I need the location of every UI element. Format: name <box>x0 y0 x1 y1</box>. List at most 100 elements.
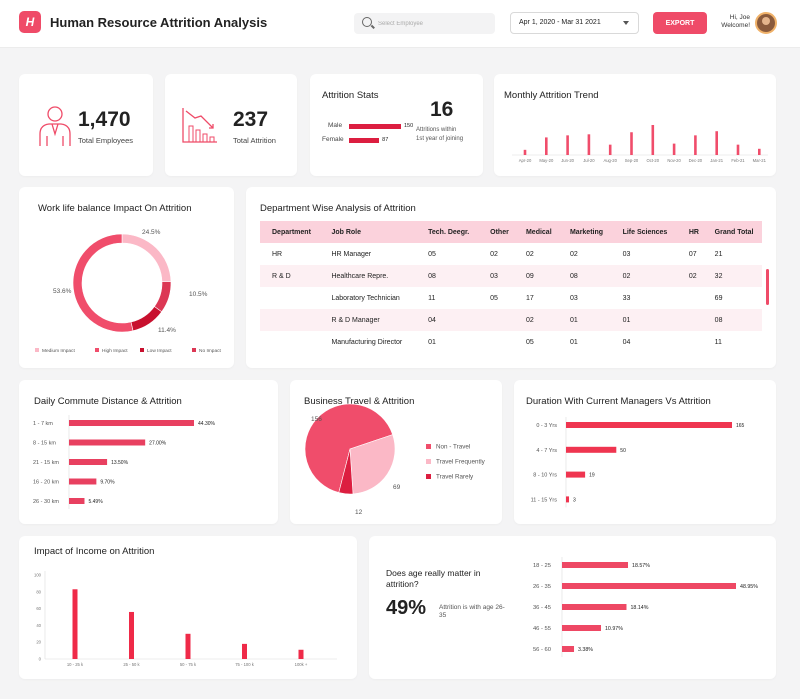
table-cell: 69 <box>714 294 723 302</box>
table-cell <box>260 309 320 331</box>
category-label: 1 - 7 km <box>33 421 53 427</box>
table-cell: 05 <box>525 338 534 346</box>
bar <box>562 604 627 610</box>
pie-value-label: 12 <box>355 509 363 516</box>
trend-tick-label: Mar-21 <box>753 158 767 163</box>
legend-label: Low Impact <box>147 348 172 354</box>
legend-swatch <box>426 444 431 449</box>
table-cell: Manufacturing Director <box>331 338 403 346</box>
category-label: 18 - 25 <box>533 563 551 569</box>
travel-title: Business Travel & Attrition <box>304 396 415 407</box>
legend-swatch <box>426 459 431 464</box>
income-card: Impact of Income on Attrition 0 20 40 60 80 1… <box>19 536 357 679</box>
bar <box>566 496 570 503</box>
bar-value-label: 48.95% <box>740 584 758 590</box>
managers-title: Duration With Current Managers Vs Attrit… <box>526 396 711 407</box>
commute-card: Daily Commute Distance & Attrition 1 - 7… <box>19 380 278 524</box>
column-header[interactable]: Job Role <box>319 221 417 243</box>
trend-tick-label: Jun-20 <box>561 158 574 163</box>
female-label: Female <box>322 136 344 143</box>
table-cell: 32 <box>702 265 762 287</box>
category-label: 26 - 35 <box>533 584 551 590</box>
table-cell: 17 <box>525 294 534 302</box>
work-life-donut-chart: 24.5% 10.5% 11.4% 53.6% Medium Impact High Im… <box>35 229 222 354</box>
table-row[interactable]: Manufacturing Director 01 05 01 04 11 <box>260 331 762 353</box>
trend-bar <box>587 134 591 155</box>
table-cell: 02 <box>569 250 578 258</box>
column-header[interactable]: Medical <box>513 221 558 243</box>
bar-value-label: 9.70% <box>100 480 115 486</box>
column-header[interactable]: Marketing <box>557 221 611 243</box>
y-tick-label: 80 <box>36 589 41 594</box>
donut-value-label: 53.6% <box>53 288 72 295</box>
table-scrollbar[interactable] <box>766 269 769 305</box>
table-cell: HR <box>272 250 283 258</box>
legend-swatch <box>426 474 431 479</box>
table-cell: 02 <box>525 250 534 258</box>
trend-bar <box>736 144 740 155</box>
category-label: 8 - 15 km <box>33 441 56 447</box>
donut-slice <box>153 281 172 313</box>
age-question: Does age really matter in attrition? <box>386 568 481 589</box>
column-header[interactable]: HR <box>676 221 703 243</box>
category-label: 11 - 15 Yrs <box>531 497 558 503</box>
age-card: Does age really matter in attrition? 49%… <box>369 536 776 679</box>
table-cell <box>478 309 514 331</box>
male-bar <box>349 124 401 129</box>
legend-label: High Impact <box>102 348 128 354</box>
table-cell: 11 <box>428 294 436 302</box>
commute-title: Daily Commute Distance & Attrition <box>34 396 182 407</box>
donut-slice <box>121 233 172 283</box>
column-header[interactable]: Tech. Deegr. <box>416 221 479 243</box>
bar-value-label: 13.50% <box>111 460 129 466</box>
category-label: 26 - 30 km <box>33 499 59 505</box>
category-label: 0 - 3 Yrs <box>536 423 557 429</box>
table-cell <box>260 331 319 353</box>
column-header[interactable]: Department <box>260 221 320 243</box>
legend-label: Non - Travel <box>436 444 470 451</box>
age-highlight-caption: Attrition is with age 26-35 <box>439 604 505 619</box>
column-header[interactable]: Life Sciences <box>610 221 677 243</box>
table-cell: 01 <box>569 338 578 346</box>
bar-value-label: 18.57% <box>632 563 650 569</box>
x-tick-label: 25 - 50 k <box>123 662 140 667</box>
bar-value-label: 5.49% <box>88 499 103 505</box>
table-header-row: Department Job Role Tech. Deegr. Other Medic… <box>260 221 762 243</box>
column-header[interactable]: Grand Total <box>702 221 762 243</box>
table-cell: 03 <box>622 250 631 258</box>
income-bar <box>129 611 134 659</box>
income-bar <box>185 633 191 659</box>
date-range-dropdown[interactable]: Apr 1, 2020 - Mar 31 2021 <box>510 12 639 34</box>
table-row[interactable]: R & D Manager 04 02 01 01 08 <box>260 309 762 331</box>
work-life-title: Work life balance Impact On Attrition <box>38 203 192 214</box>
table-cell: R & D Manager <box>319 309 417 331</box>
category-label: 36 - 45 <box>533 605 551 611</box>
search-input[interactable] <box>378 16 488 31</box>
category-label: 56 - 60 <box>533 647 551 653</box>
table-cell: 05 <box>490 294 498 302</box>
legend-swatch <box>140 348 144 352</box>
column-header[interactable]: Other <box>478 221 514 243</box>
date-range-value: Apr 1, 2020 - Mar 31 2021 <box>519 19 601 26</box>
table-body: HR HR Manager 05 02 02 02 03 07 21 R & D Healthcar… <box>260 243 762 353</box>
avatar[interactable] <box>755 12 777 34</box>
trend-tick-label: Feb-21 <box>731 158 745 163</box>
table-row[interactable]: Laboratory Technician 11 05 17 03 33 69 <box>260 287 762 309</box>
attrition-stats-title: Attrition Stats <box>322 90 379 101</box>
table-cell: R & D <box>260 265 320 287</box>
table-cell: HR Manager <box>331 250 372 258</box>
table-row[interactable]: R & D Healthcare Repre. 08 03 09 08 02 02 32 <box>260 265 762 287</box>
trend-bar <box>672 143 676 155</box>
bar <box>69 439 146 446</box>
category-label: 16 - 20 km <box>33 480 59 486</box>
trend-tick-label: May-20 <box>539 158 554 163</box>
table-row[interactable]: HR HR Manager 05 02 02 02 03 07 21 <box>260 243 762 265</box>
export-button[interactable]: EXPORT <box>653 12 707 34</box>
employee-search[interactable] <box>354 13 495 34</box>
trend-bar <box>715 131 718 155</box>
trend-tick-label: Sep-20 <box>625 158 639 163</box>
bar <box>562 583 736 589</box>
employee-icon <box>39 106 71 146</box>
pie-slice <box>349 434 396 495</box>
table-cell: 11 <box>714 338 722 346</box>
